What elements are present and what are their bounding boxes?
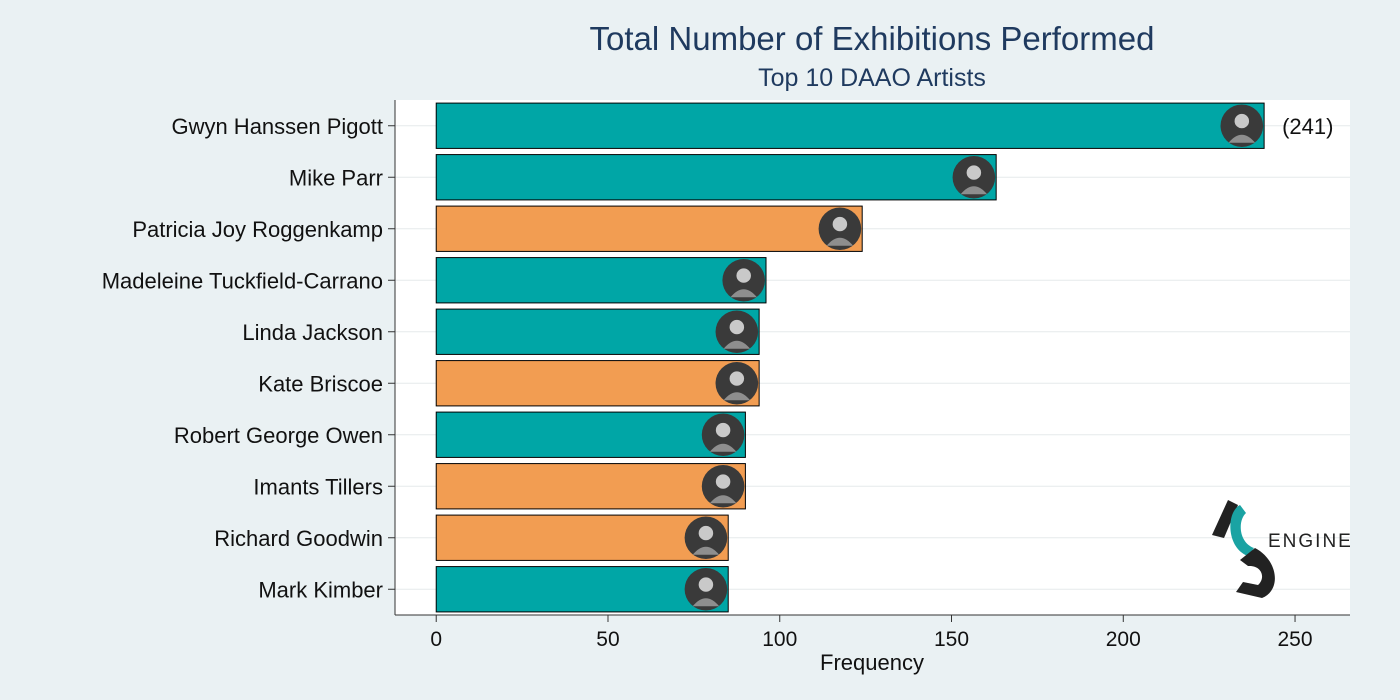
artist-avatar [722, 258, 766, 302]
x-tick-label: 150 [934, 628, 969, 651]
x-axis: 0 50 100 150 200 250 [395, 614, 1350, 651]
category-label: Robert George Owen [174, 423, 383, 448]
category-label: Kate Briscoe [258, 371, 383, 396]
x-tick-label: 100 [762, 628, 797, 651]
bar [435, 463, 746, 510]
artist-avatar [818, 207, 862, 251]
artist-avatar [701, 413, 745, 457]
avatar-shoulders [723, 340, 751, 349]
avatar-head [729, 371, 745, 386]
artist-avatar [684, 567, 728, 611]
avatar-shoulders [723, 392, 751, 401]
bar [435, 102, 1265, 149]
bars: (241) [435, 102, 1333, 613]
artist-avatar [701, 464, 745, 508]
bar [435, 360, 760, 407]
artist-avatar [715, 361, 759, 405]
logo-c-stroke [1230, 505, 1254, 556]
avatar-shoulders [960, 186, 988, 195]
avatar-head [698, 577, 714, 592]
x-tick-label: 250 [1278, 628, 1313, 651]
avatar-shoulders [826, 237, 854, 246]
artist-avatar [684, 516, 728, 560]
logo-d-stroke [1236, 548, 1275, 598]
x-tick-label: 50 [596, 628, 619, 651]
avatar-head [736, 268, 751, 283]
category-label: Patricia Joy Roggenkamp [132, 217, 383, 242]
avatar-head [715, 422, 731, 438]
avatar-head [715, 474, 731, 489]
avatar-shoulders [692, 546, 720, 555]
category-label: Madeleine Tuckfield-Carrano [102, 268, 383, 293]
category-label: Gwyn Hanssen Pigott [171, 114, 383, 139]
avatar-shoulders [709, 443, 737, 452]
bar [435, 205, 863, 252]
bar [435, 257, 767, 304]
avatar-shoulders [692, 598, 720, 607]
chart-subtitle: Top 10 DAAO Artists [758, 64, 986, 92]
bar [435, 308, 760, 355]
avatar-head [729, 319, 745, 335]
bar [435, 154, 997, 201]
avatar-shoulders [1228, 134, 1256, 143]
category-label: Richard Goodwin [214, 526, 383, 551]
avatar-shoulders [709, 495, 737, 504]
artist-avatar [952, 155, 996, 199]
avatar-shoulders [730, 289, 757, 298]
avatar-head [832, 216, 848, 232]
avatar-head [1234, 113, 1250, 129]
category-label: Linda Jackson [242, 320, 383, 345]
bar [435, 514, 729, 561]
x-tick-label: 0 [430, 628, 442, 651]
ace-engine-logo: ENGINE [1212, 500, 1353, 598]
bar [435, 566, 729, 613]
avatar-head [966, 165, 982, 180]
data-label: (241) [1282, 114, 1333, 139]
y-axis: Gwyn Hanssen Pigott Mike Parr Patricia Joy… [102, 100, 396, 615]
category-label: Mike Parr [289, 165, 383, 190]
artist-avatar [1220, 104, 1264, 148]
avatar-head [698, 525, 714, 541]
artist-avatar [715, 310, 759, 354]
chart-title: Total Number of Exhibitions Performed [590, 20, 1155, 57]
logo-text: ENGINE [1268, 531, 1353, 552]
category-label: Imants Tillers [253, 474, 383, 499]
x-axis-title: Frequency [820, 650, 924, 675]
logo-a-stroke [1212, 500, 1238, 538]
category-label: Mark Kimber [258, 577, 383, 602]
bar [435, 411, 746, 458]
x-tick-label: 200 [1106, 628, 1141, 651]
